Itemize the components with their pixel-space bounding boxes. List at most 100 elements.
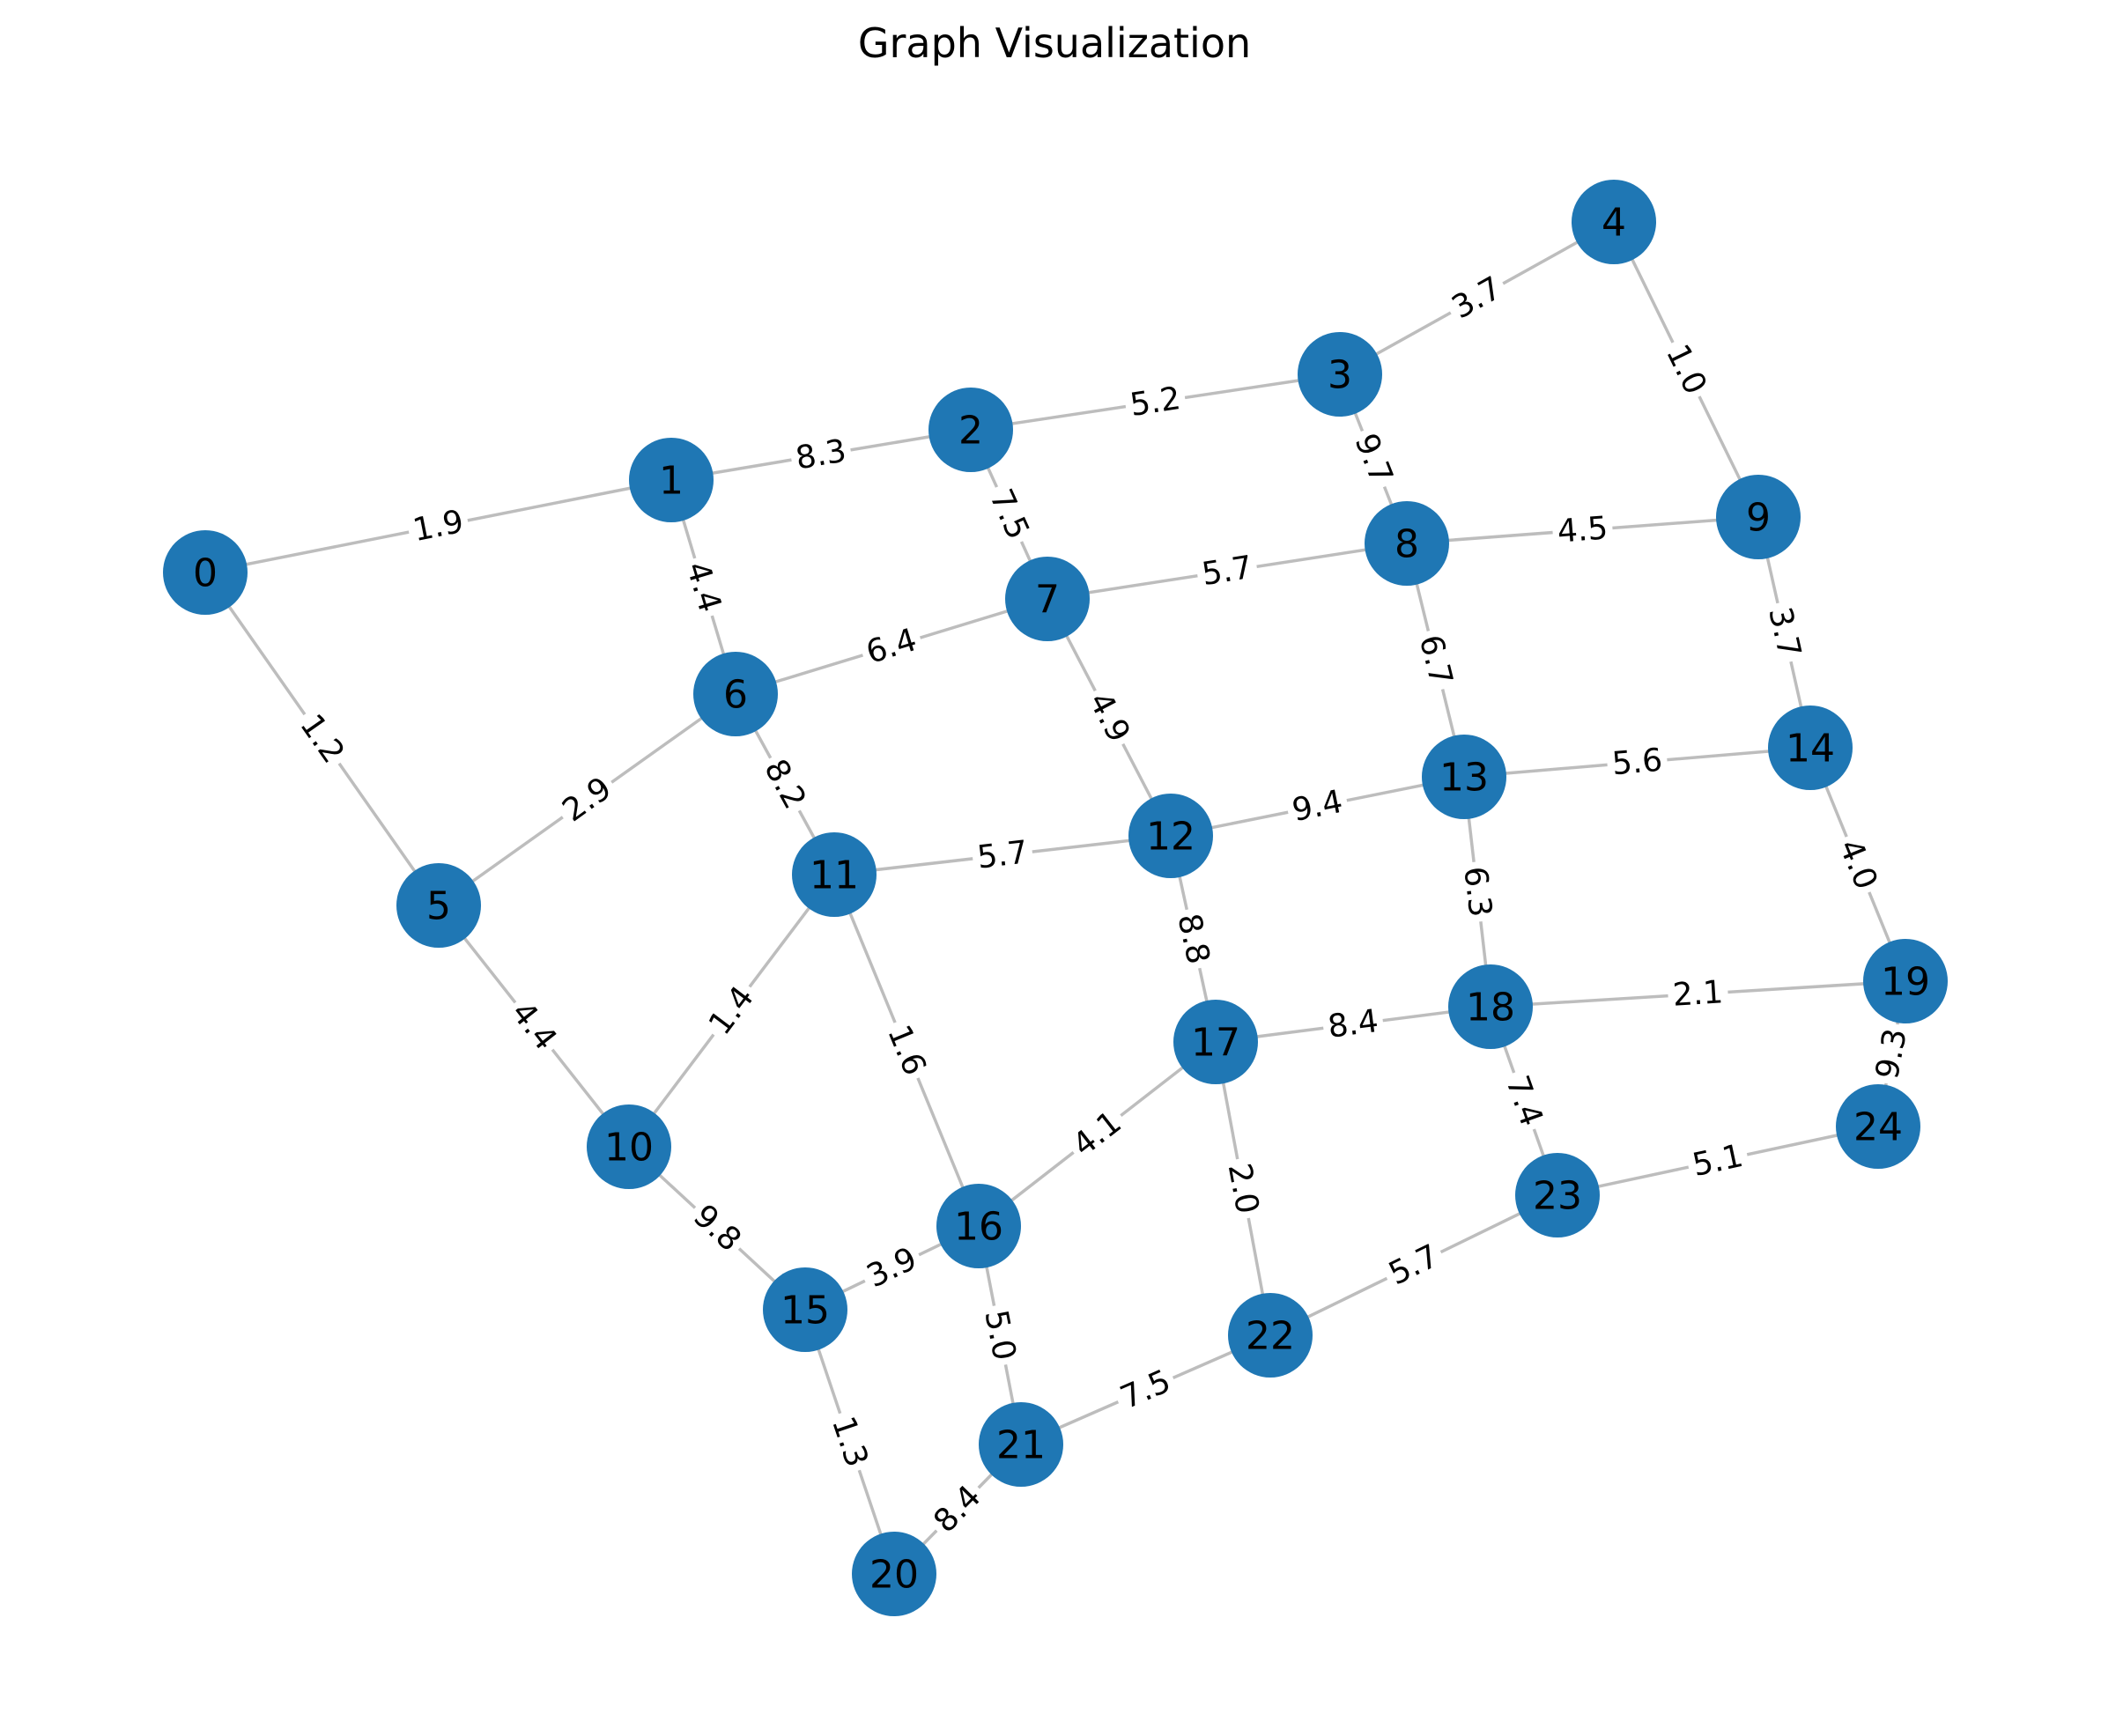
- edge-label-6-11: 8.2: [753, 749, 817, 820]
- node-circle: [1768, 705, 1853, 790]
- node-label: 2: [958, 409, 983, 454]
- node-circle: [1448, 964, 1533, 1049]
- edge-weight-label: 5.7: [1200, 550, 1255, 593]
- edge-label-17-18: 8.4: [1321, 1001, 1386, 1048]
- edge-label-background: [404, 501, 472, 551]
- node-label: 12: [1146, 815, 1195, 860]
- edge-label-background: [682, 1193, 752, 1263]
- node-label: 19: [1881, 960, 1930, 1005]
- node-circle: [1716, 475, 1801, 559]
- node-23: 23: [1515, 1153, 1600, 1237]
- node-label: 14: [1786, 727, 1835, 772]
- node-label: 4: [1602, 201, 1626, 246]
- edge-label-background: [676, 552, 731, 622]
- node-label: 15: [780, 1289, 830, 1333]
- edge-label-9-14: 3.7: [1758, 598, 1810, 667]
- node-circle: [1572, 180, 1656, 264]
- edge-label-background: [1655, 334, 1717, 405]
- node-circle: [1128, 794, 1213, 878]
- node-circle: [1836, 1084, 1920, 1169]
- edge-labels-layer: 1.9 1.2 8.3 4.4 5.2 7.5 3.7 9.7 1.0 2.9 4.4 6.4 8.2 5…: [288, 266, 1917, 1545]
- edge-label-15-20: 1.3: [821, 1407, 878, 1477]
- node-7: 7: [1005, 557, 1090, 641]
- node-circle: [979, 1402, 1063, 1487]
- node-label: 16: [954, 1205, 1003, 1250]
- edge-label-background: [1122, 378, 1188, 426]
- node-14: 14: [1768, 705, 1853, 790]
- node-6: 6: [693, 652, 778, 736]
- node-21: 21: [979, 1402, 1063, 1487]
- edge-label-10-11: 1.4: [698, 975, 766, 1046]
- edge-weight-label: 3.7: [1761, 604, 1808, 661]
- edge-label-background: [1605, 740, 1669, 785]
- edge-label-background: [1758, 598, 1810, 667]
- node-17: 17: [1173, 1000, 1258, 1084]
- edge-label-18-19: 2.1: [1667, 972, 1729, 1016]
- edge-label-background: [856, 1237, 928, 1299]
- edge-weight-label: 6.4: [862, 622, 921, 671]
- edge-weight-label: 5.2: [1128, 380, 1183, 424]
- edge-label-13-14: 5.6: [1605, 740, 1669, 785]
- edge-label-background: [1284, 781, 1351, 831]
- edge-label-background: [1409, 626, 1461, 694]
- node-13: 13: [1422, 735, 1506, 819]
- edge-label-12-13: 9.4: [1284, 781, 1351, 831]
- edge-label-background: [1167, 905, 1219, 972]
- edge-label-background: [1867, 1021, 1917, 1087]
- node-20: 20: [852, 1532, 936, 1616]
- edge-label-background: [974, 1302, 1025, 1369]
- node-label: 10: [604, 1126, 654, 1171]
- edge-label-background: [1495, 1066, 1553, 1136]
- node-3: 3: [1298, 332, 1382, 417]
- node-label: 17: [1191, 1021, 1240, 1066]
- edge-label-11-12: 5.7: [970, 832, 1035, 878]
- node-11: 11: [792, 832, 877, 917]
- edge-label-background: [551, 766, 623, 833]
- edge-label-5-10: 4.4: [499, 990, 568, 1062]
- edge-label-11-16: 1.6: [877, 1015, 936, 1086]
- node-circle: [629, 438, 714, 522]
- edge-label-background: [1062, 1100, 1133, 1168]
- node-label: 11: [810, 853, 859, 898]
- node-circle: [396, 863, 481, 948]
- edge-label-background: [1441, 266, 1513, 330]
- node-circle: [1515, 1153, 1600, 1237]
- node-label: 1: [659, 459, 684, 504]
- node-circle: [587, 1104, 671, 1189]
- edge-label-background: [1321, 1001, 1386, 1048]
- edge-label-7-8: 5.7: [1195, 547, 1260, 595]
- edge-weight-label: 8.3: [793, 433, 848, 477]
- node-circle: [1298, 332, 1382, 417]
- edge-label-background: [877, 1015, 936, 1086]
- edge-label-background: [1828, 829, 1888, 900]
- node-label: 24: [1853, 1105, 1903, 1150]
- edge-label-8-13: 6.7: [1409, 626, 1461, 694]
- node-circle: [852, 1532, 936, 1616]
- edge-label-background: [857, 619, 926, 674]
- node-19: 19: [1863, 939, 1948, 1023]
- edge-label-background: [1550, 508, 1615, 552]
- edge-label-background: [1195, 547, 1260, 595]
- edge-label-17-22: 2.0: [1218, 1156, 1268, 1222]
- edge-weight-label: 8.4: [1326, 1003, 1380, 1045]
- edge-label-background: [1110, 1360, 1181, 1420]
- edge-label-background: [499, 990, 568, 1062]
- edge-label-background: [788, 431, 854, 479]
- node-circle: [1005, 557, 1090, 641]
- node-circle: [936, 1184, 1021, 1268]
- node-2: 2: [928, 388, 1013, 472]
- edge-label-3-8: 9.7: [1344, 424, 1402, 494]
- edge-label-8-9: 4.5: [1550, 508, 1615, 552]
- edge-weight-label: 6.3: [1456, 865, 1498, 920]
- node-label: 8: [1395, 522, 1419, 567]
- edge-label-2-7: 7.5: [979, 478, 1039, 550]
- node-label: 0: [193, 551, 218, 596]
- node-circle: [1863, 939, 1948, 1023]
- node-circle: [1422, 735, 1506, 819]
- edge-label-18-23: 7.4: [1495, 1066, 1553, 1136]
- edge-label-background: [1454, 860, 1500, 924]
- node-circle: [763, 1267, 847, 1352]
- edge-label-background: [1344, 424, 1402, 494]
- edge-label-background: [288, 703, 356, 775]
